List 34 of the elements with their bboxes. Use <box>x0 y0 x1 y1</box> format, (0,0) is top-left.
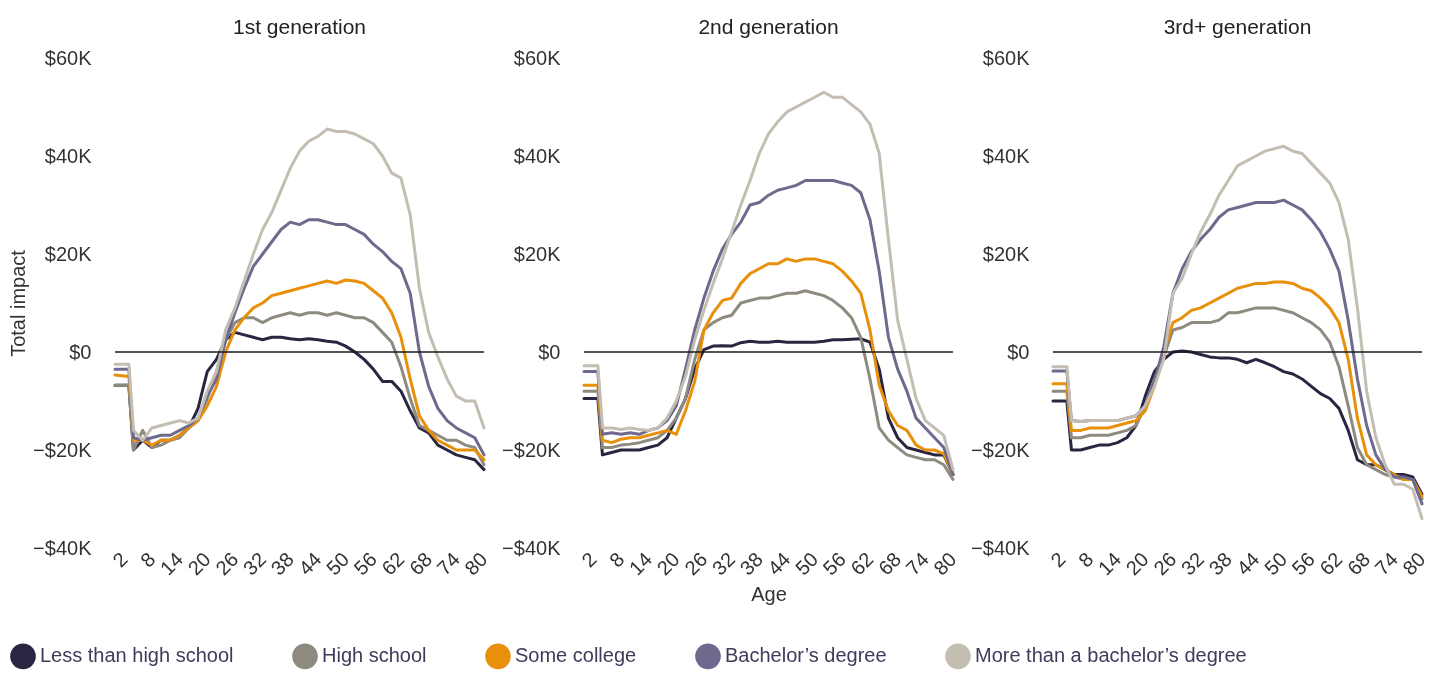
chart-title: 1st generation <box>232 15 367 38</box>
y-tick-label: −$20K <box>971 438 1031 461</box>
y-tick-label: −$20K <box>33 438 93 461</box>
y-tick-label: −$40K <box>971 536 1031 559</box>
y-tick-label: $60K <box>513 46 562 69</box>
y-tick-label: −$40K <box>502 536 562 559</box>
y-tick-label: $20K <box>513 242 562 265</box>
y-tick-label: $0 <box>538 340 561 363</box>
legend-label: Less than high school <box>40 644 234 667</box>
chart-title: 2nd generation <box>698 15 839 38</box>
y-tick-label: −$20K <box>502 438 562 461</box>
line-series <box>1051 144 1424 521</box>
y-tick-label: $40K <box>982 144 1031 167</box>
x-axis-title: Age <box>751 583 787 606</box>
legend-label: High school <box>322 644 427 667</box>
legend-label: Bachelor’s degree <box>725 644 887 667</box>
y-tick-label: $60K <box>982 46 1031 69</box>
y-tick-label: $60K <box>44 46 93 69</box>
y-axis-title: Total impact <box>7 249 30 357</box>
y-tick-label: $0 <box>1007 340 1030 363</box>
y-tick-label: $0 <box>69 340 92 363</box>
y-tick-label: $40K <box>44 144 93 167</box>
x-tick-label: 2 <box>108 548 132 572</box>
legend-label: Some college <box>515 644 637 667</box>
line-series <box>113 127 486 442</box>
y-tick-label: $20K <box>44 242 93 265</box>
line-series <box>582 90 955 472</box>
y-tick-label: $40K <box>513 144 562 167</box>
y-tick-label: $20K <box>982 242 1031 265</box>
chart-title: 3rd+ generation <box>1163 15 1312 38</box>
x-tick-label: 2 <box>1046 548 1070 572</box>
legend-label: More than a bachelor’s degree <box>975 644 1247 667</box>
y-tick-label: −$40K <box>33 536 93 559</box>
x-tick-label: 2 <box>577 548 601 572</box>
